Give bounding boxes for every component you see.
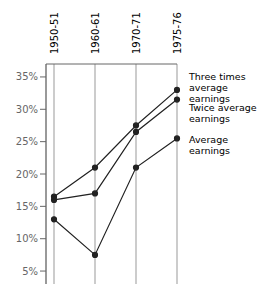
svg-text:15%: 15% [16,201,38,212]
svg-text:1975-76: 1975-76 [172,12,183,54]
svg-text:Twice averageearnings: Twice averageearnings [188,102,257,124]
svg-text:Averageearnings: Averageearnings [189,134,230,156]
svg-text:1950-51: 1950-51 [49,12,60,54]
svg-text:30%: 30% [16,104,38,115]
svg-text:1970-71: 1970-71 [131,12,142,54]
svg-text:10%: 10% [16,233,38,244]
svg-text:1960-61: 1960-61 [90,12,101,54]
svg-text:35%: 35% [16,71,38,82]
svg-text:Three timesaverageearnings: Three timesaverageearnings [188,70,246,103]
svg-text:20%: 20% [16,169,38,180]
svg-text:5%: 5% [22,266,38,277]
svg-text:25%: 25% [16,136,38,147]
